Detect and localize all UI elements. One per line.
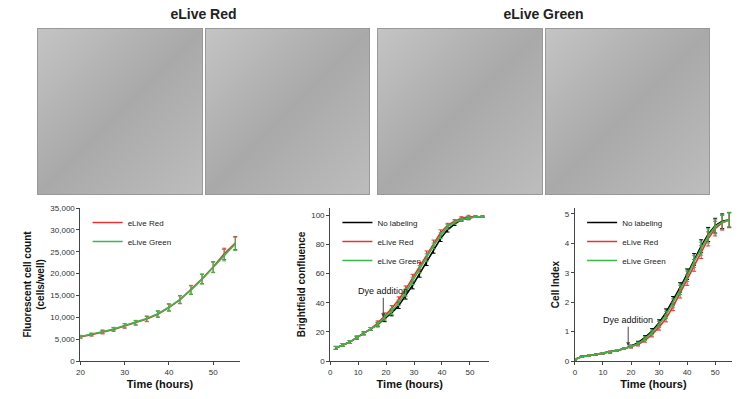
svg-text:40: 40 [316,299,325,308]
html-text:eLive Green: eLive Green [503,6,584,22]
svg-text:50: 50 [465,368,474,377]
svg-text:0: 0 [320,357,325,366]
svg-text:2: 2 [565,298,570,307]
svg-text:20,000: 20,000 [50,269,75,278]
svg-text:eLive Red: eLive Red [622,238,658,247]
svg-text:3: 3 [565,269,570,278]
svg-text:eLive Green: eLive Green [128,238,172,247]
svg-text:eLive Red: eLive Red [128,219,164,228]
svg-text:20: 20 [316,328,325,337]
svg-text:60: 60 [316,269,325,278]
svg-text:5: 5 [565,210,570,219]
svg-text:0: 0 [328,368,333,377]
svg-text:4: 4 [565,239,570,248]
svg-text:40: 40 [164,368,173,377]
svg-text:Time (hours): Time (hours) [377,378,444,390]
svg-text:0: 0 [573,368,578,377]
svg-text:40: 40 [683,368,692,377]
svg-text:10: 10 [598,368,607,377]
svg-text:20: 20 [76,368,85,377]
svg-text:10: 10 [354,368,363,377]
svg-text:Fluorescent cell count(cells/w: Fluorescent cell count(cells/well) [22,231,46,338]
html-text:eLive Red: eLive Red [170,6,237,22]
svg-text:50: 50 [209,368,218,377]
svg-text:No labeling: No labeling [377,219,417,228]
svg-text:20: 20 [627,368,636,377]
svg-text:30: 30 [120,368,129,377]
svg-text:eLive Green: eLive Green [377,257,421,266]
svg-text:Dye addition: Dye addition [603,315,653,325]
svg-text:30: 30 [410,368,419,377]
svg-text:10,000: 10,000 [50,313,75,322]
svg-text:100: 100 [311,211,325,220]
svg-text:eLive Green: eLive Green [622,257,666,266]
svg-text:50: 50 [711,368,720,377]
svg-text:0: 0 [70,357,75,366]
svg-text:5,000: 5,000 [55,335,76,344]
svg-text:Time (hours): Time (hours) [127,378,194,390]
svg-text:15,000: 15,000 [50,291,75,300]
svg-text:30: 30 [655,368,664,377]
svg-text:Time (hours): Time (hours) [620,378,687,390]
svg-text:80: 80 [316,240,325,249]
svg-text:40: 40 [438,368,447,377]
svg-text:30,000: 30,000 [50,226,75,235]
svg-text:Cell Index: Cell Index [550,260,561,308]
svg-text:0: 0 [565,357,570,366]
svg-text:Dye addition: Dye addition [358,286,408,296]
svg-text:20: 20 [382,368,391,377]
svg-text:eLive Red: eLive Red [377,238,413,247]
svg-text:1: 1 [565,327,570,336]
svg-text:Brightfield confluence: Brightfield confluence [296,231,307,337]
svg-text:35,000: 35,000 [50,204,75,213]
svg-text:No labeling: No labeling [622,219,662,228]
svg-text:25,000: 25,000 [50,248,75,257]
